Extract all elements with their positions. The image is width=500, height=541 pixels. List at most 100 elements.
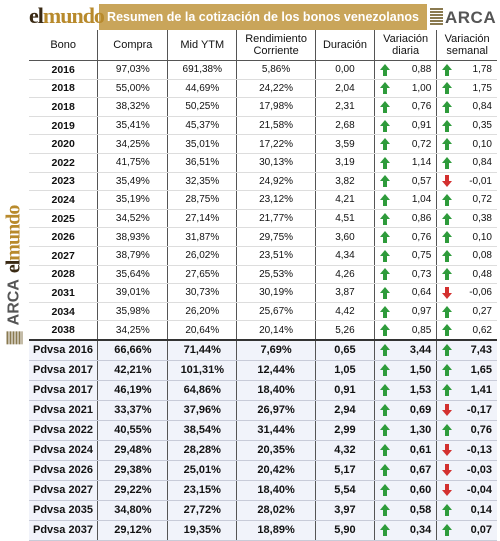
- variation-value: 0,76: [411, 101, 432, 113]
- side-el-text: el: [2, 260, 25, 274]
- arrow-down-icon: [442, 464, 453, 477]
- daily-variation-cell: 0,69: [373, 400, 437, 421]
- variation-value: 0,07: [470, 524, 492, 537]
- duracion-cell: 0,65: [314, 338, 375, 361]
- arrow-up-icon: [379, 424, 390, 437]
- arrow-up-icon: [379, 138, 390, 151]
- variation-value: 0,58: [409, 504, 432, 517]
- compra-cell: 35,19%: [97, 190, 168, 210]
- variation-value: 1,50: [409, 364, 432, 377]
- col-header-duracion: Duración: [314, 30, 375, 61]
- arrow-up-icon: [379, 100, 390, 113]
- duracion-cell: 2,99: [314, 420, 375, 441]
- arrow-up-icon: [442, 268, 453, 281]
- variation-value: 0,72: [472, 194, 492, 206]
- variation-value: 0,86: [411, 213, 432, 225]
- table-row: Pdvsa 2027 29,22% 23,15% 18,40% 5,54 0,60 -0,0…: [29, 480, 497, 501]
- arrow-up-icon: [379, 384, 390, 397]
- compra-cell: 29,22%: [97, 480, 168, 501]
- variation-value: 0,61: [409, 444, 432, 457]
- rendimiento-cell: 28,02%: [236, 500, 316, 521]
- mid-ytm-cell: 28,28%: [167, 440, 237, 461]
- bond-name-cell: Pdvsa 2027: [29, 480, 98, 501]
- duracion-cell: 4,51: [314, 209, 375, 229]
- bond-name-cell: Pdvsa 2026: [29, 460, 98, 481]
- bond-name-cell: Pdvsa 2016: [29, 338, 98, 361]
- variation-value: 0,76: [470, 424, 492, 437]
- arrow-up-icon: [442, 424, 453, 437]
- duracion-cell: 4,21: [314, 190, 375, 210]
- variation-value: 0,38: [472, 213, 492, 225]
- table-row: Pdvsa 2016 66,66% 71,44% 7,69% 0,65 3,44 7,43: [29, 338, 497, 361]
- arrow-up-icon: [379, 82, 390, 95]
- duracion-cell: 3,19: [314, 153, 375, 173]
- duracion-cell: 3,82: [314, 172, 375, 192]
- duracion-cell: 3,60: [314, 227, 375, 247]
- variation-value: 0,88: [411, 64, 432, 76]
- variation-value: 0,73: [411, 268, 432, 280]
- bond-name-cell: 2025: [29, 209, 98, 229]
- arrow-up-icon: [442, 364, 453, 377]
- rendimiento-cell: 7,69%: [236, 338, 316, 361]
- variation-value: 0,10: [472, 231, 492, 243]
- bond-summary-figure: elmundo Resumen de la cotización de los …: [2, 3, 497, 541]
- variation-value: 0,97: [411, 306, 432, 318]
- arrow-up-icon: [379, 305, 390, 318]
- bond-name-cell: 2020: [29, 134, 98, 154]
- rendimiento-cell: 21,58%: [236, 116, 316, 136]
- duracion-cell: 4,26: [314, 265, 375, 285]
- weekly-variation-cell: 0,72: [436, 190, 497, 210]
- variation-value: 7,43: [470, 344, 492, 357]
- mid-ytm-cell: 23,15%: [167, 480, 237, 501]
- variation-value: 1,75: [472, 82, 492, 94]
- variation-value: 0,75: [411, 250, 432, 262]
- rendimiento-cell: 25,67%: [236, 302, 316, 322]
- arrow-up-icon: [442, 63, 453, 76]
- side-arca-text: ARCA: [5, 279, 22, 326]
- variation-value: 0,62: [472, 324, 492, 336]
- variation-value: 0,84: [472, 101, 492, 113]
- arrow-up-icon: [442, 119, 453, 132]
- arrow-up-icon: [442, 524, 453, 537]
- weekly-variation-cell: 0,14: [436, 500, 497, 521]
- daily-variation-cell: 0,76: [373, 227, 437, 247]
- variation-value: 1,53: [409, 384, 432, 397]
- bonds-table: Bono Compra Mid YTM Rendimiento Corrient…: [29, 30, 497, 541]
- variation-value: -0,01: [469, 175, 492, 187]
- bond-name-cell: 2019: [29, 116, 98, 136]
- variation-value: 0,48: [472, 268, 492, 280]
- weekly-variation-cell: 0,84: [436, 97, 497, 117]
- compra-cell: 34,80%: [97, 500, 168, 521]
- arrow-up-icon: [442, 249, 453, 262]
- variation-value: 0,91: [411, 120, 432, 132]
- weekly-variation-cell: 7,43: [436, 338, 497, 361]
- rendimiento-cell: 17,22%: [236, 134, 316, 154]
- duracion-cell: 2,68: [314, 116, 375, 136]
- mid-ytm-cell: 27,72%: [167, 500, 237, 521]
- compra-cell: 29,38%: [97, 460, 168, 481]
- logo-el-text: el: [29, 3, 44, 28]
- variation-value: 0,67: [409, 464, 432, 477]
- table-row: Pdvsa 2021 33,37% 37,96% 26,97% 2,94 0,69 -0,1…: [29, 400, 497, 421]
- daily-variation-cell: 0,64: [373, 283, 437, 303]
- arrow-up-icon: [379, 286, 390, 299]
- variation-value: 1,78: [472, 64, 492, 76]
- daily-variation-cell: 0,73: [373, 265, 437, 285]
- table-row: Pdvsa 2024 29,48% 28,28% 20,35% 4,32 0,61 -0,1…: [29, 440, 497, 461]
- weekly-variation-cell: 1,65: [436, 360, 497, 381]
- mid-ytm-cell: 31,87%: [167, 227, 237, 247]
- page-title: Resumen de la cotización de los bonos ve…: [107, 10, 419, 24]
- daily-variation-cell: 0,85: [373, 320, 437, 341]
- table-row: 2022 41,75% 36,51% 30,13% 3,19 1,14 0,84: [29, 153, 497, 173]
- weekly-variation-cell: 0,62: [436, 320, 497, 341]
- rendimiento-cell: 18,40%: [236, 480, 316, 501]
- bond-name-cell: Pdvsa 2035: [29, 500, 98, 521]
- variation-value: 0,08: [472, 250, 492, 262]
- table-row: 2020 34,25% 35,01% 17,22% 3,59 0,72 0,10: [29, 134, 497, 154]
- arca-logo-text: ARCA: [445, 7, 497, 27]
- bond-name-cell: 2016: [29, 60, 98, 80]
- compra-cell: 42,21%: [97, 360, 168, 381]
- mid-ytm-cell: 19,35%: [167, 520, 237, 541]
- bond-name-cell: 2034: [29, 302, 98, 322]
- variation-value: 0,57: [411, 175, 432, 187]
